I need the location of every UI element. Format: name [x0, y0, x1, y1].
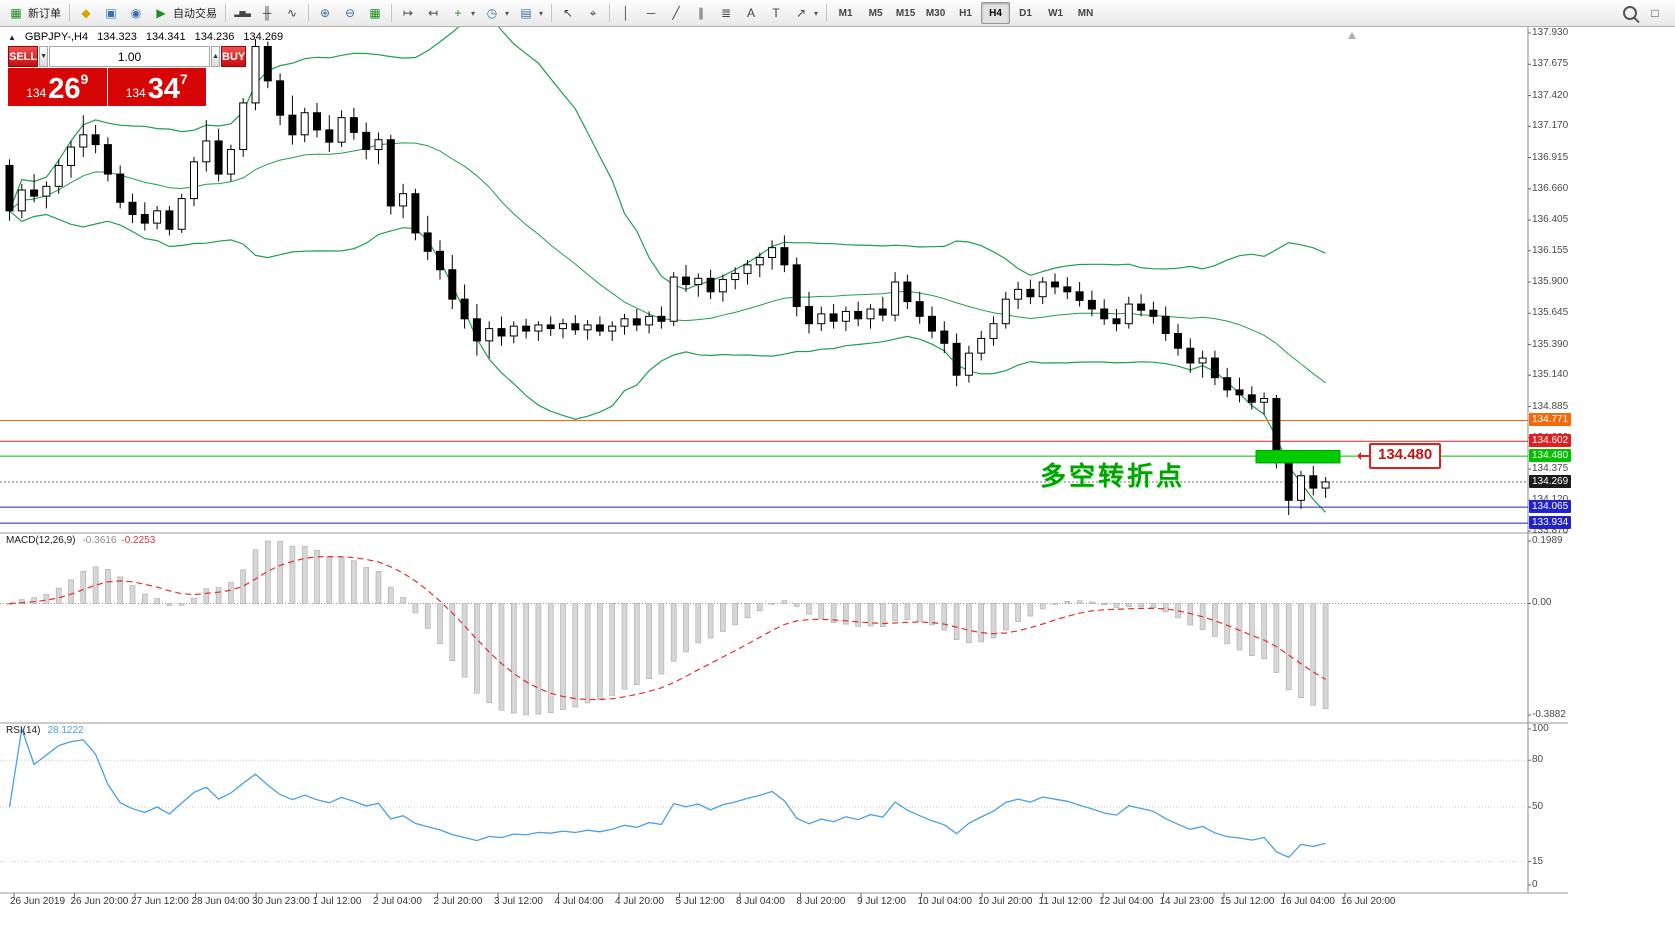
horizontal-line-tool-icon[interactable]: ─	[646, 6, 656, 20]
metaquotes-icon[interactable]: ◆	[81, 6, 91, 20]
tab-timeframe-H1[interactable]: H1	[959, 7, 972, 19]
chevron-down-icon: ▾	[539, 8, 544, 18]
channel-tool-icon[interactable]: ∥	[698, 6, 705, 20]
arrows-tool-button[interactable]: ↗ ▾	[789, 2, 822, 24]
cursor-icon[interactable]: ↖	[563, 6, 574, 20]
new-order-button[interactable]: ▦ 新订单	[4, 2, 65, 24]
toolbar-separator	[391, 4, 392, 22]
zoom-in-icon[interactable]: ⊕	[319, 6, 331, 20]
periods-button[interactable]: ◷ ▾	[480, 2, 513, 24]
tab-timeframe-D1[interactable]: D1	[1019, 7, 1032, 19]
templates-button[interactable]: ▤ ▾	[514, 2, 547, 24]
zoom-out-icon[interactable]: ⊖	[344, 6, 356, 20]
tab-timeframe-M15[interactable]: M15	[895, 7, 916, 19]
tab-timeframe-W1[interactable]: W1	[1048, 7, 1064, 19]
text-tool-icon[interactable]: A	[747, 6, 756, 20]
tab-timeframe-H4[interactable]: H4	[981, 2, 1011, 24]
clock-icon: ◷	[486, 6, 498, 20]
crosshair-icon[interactable]: ⌖	[589, 6, 597, 20]
indicators-button[interactable]: + ▾	[446, 2, 479, 24]
chevron-down-icon: ▾	[814, 8, 819, 18]
chart-canvas[interactable]	[0, 27, 1675, 947]
tab-timeframe-MN[interactable]: MN	[1077, 7, 1094, 19]
vertical-line-tool-icon[interactable]: │	[622, 6, 630, 20]
tile-windows-icon[interactable]: ▦	[369, 6, 381, 20]
bar-chart-icon[interactable]: ▂▅▃	[234, 8, 250, 17]
toolbar: ▦ 新订单 ◆ ▣ ◉ ▶ 自动交易 ▂▅▃ ╫ ∿ ⊕ ⊖ ▦ ↦ ↤ + ▾…	[0, 0, 1675, 27]
toolbar-right-group: □	[1623, 5, 1671, 21]
tab-timeframe-M5[interactable]: M5	[868, 7, 883, 19]
toolbar-separator	[551, 4, 553, 22]
arrow-tool-icon: ↗	[796, 6, 807, 20]
chart-shift-icon[interactable]: ↤	[427, 6, 439, 20]
toolbar-separator	[69, 4, 70, 22]
toolbar-separator	[225, 4, 226, 22]
voice-icon[interactable]: ◉	[130, 6, 142, 20]
chevron-down-icon: ▾	[471, 8, 476, 18]
tab-timeframe-M1[interactable]: M1	[838, 7, 853, 19]
fibonacci-tool-icon[interactable]: ≣	[721, 6, 732, 20]
candlestick-chart-icon[interactable]: ╫	[262, 6, 272, 20]
toolbar-separator	[308, 4, 309, 22]
new-order-icon: ▦	[10, 6, 22, 20]
search-icon[interactable]	[1623, 6, 1637, 20]
window-icon[interactable]: □	[1651, 6, 1659, 20]
template-icon: ▤	[520, 6, 532, 20]
label-tool-icon[interactable]: T	[772, 6, 780, 20]
tab-timeframe-M30[interactable]: M30	[925, 7, 946, 19]
line-chart-icon[interactable]: ∿	[286, 6, 298, 20]
auto-trading-label: 自动交易	[173, 8, 217, 20]
chevron-down-icon: ▾	[505, 8, 510, 18]
indicators-icon: +	[454, 6, 462, 20]
auto-trading-button[interactable]: ▶ 自动交易	[149, 2, 221, 24]
toolbar-separator	[609, 4, 611, 22]
terminal-icon[interactable]: ▣	[105, 6, 117, 20]
trendline-tool-icon[interactable]: ╱	[672, 6, 680, 20]
play-icon: ▶	[156, 6, 166, 20]
toolbar-separator	[826, 4, 828, 22]
new-order-label: 新订单	[28, 8, 61, 20]
auto-scroll-icon[interactable]: ↦	[402, 6, 414, 20]
timeframe-toolbar: M1 M5 M15 M30 H1 H4 D1 W1 MN	[831, 2, 1100, 24]
